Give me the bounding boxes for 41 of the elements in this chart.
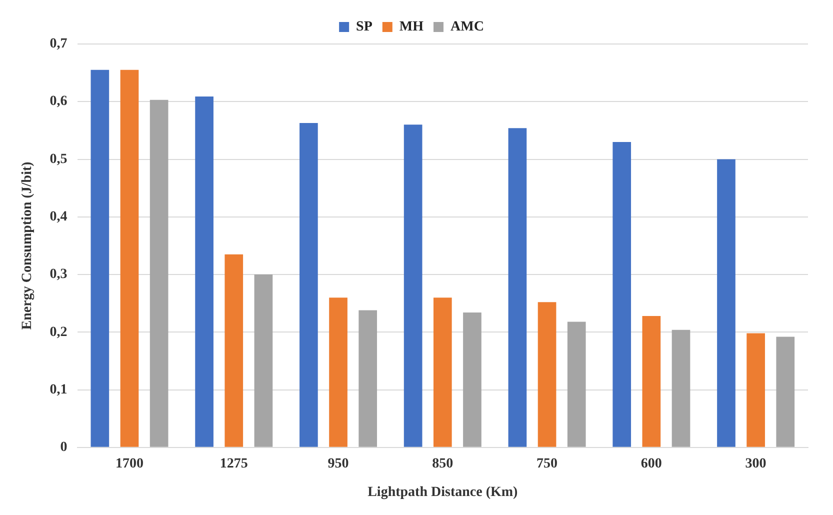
legend-label: SP (356, 20, 373, 35)
bar (300, 122, 318, 447)
bar (672, 330, 690, 447)
bar (224, 254, 244, 447)
y-tick-label: 0,4 (50, 209, 68, 224)
bar (642, 316, 661, 447)
y-tick-label: 0,3 (50, 267, 68, 282)
x-tick-label: 950 (328, 456, 349, 472)
x-tick-label: 1275 (220, 456, 248, 472)
bar (404, 124, 422, 447)
y-axis-title: Energy Consumption (J/bit) (20, 161, 36, 330)
x-tick-label: 600 (640, 456, 662, 472)
bar (90, 70, 110, 447)
x-axis-title: Lightpath Distance (Km) (368, 485, 518, 500)
bar (195, 96, 214, 447)
bar (329, 298, 348, 447)
y-tick-label: 0,1 (50, 382, 68, 398)
x-tick-label: 1700 (115, 456, 144, 472)
bar (776, 336, 795, 447)
bar (358, 310, 378, 447)
bar (150, 100, 168, 447)
legend-label: MH (399, 20, 424, 35)
bar (463, 312, 482, 447)
bar (612, 142, 632, 447)
bar (433, 298, 452, 447)
bar (567, 322, 586, 447)
y-tick-label: 0,5 (50, 152, 68, 167)
x-tick-label: 850 (432, 456, 454, 472)
x-tick-label: 300 (745, 456, 766, 472)
y-tick-label: 0,2 (50, 324, 68, 340)
y-tick-label: 0,6 (50, 94, 68, 110)
y-tick-label: 0,7 (50, 36, 68, 52)
bar (120, 70, 139, 447)
bar (508, 128, 527, 447)
bar (538, 302, 556, 447)
bar (717, 159, 736, 447)
bar (254, 274, 273, 447)
legend-label: AMC (450, 20, 484, 35)
y-tick-label: 0 (60, 440, 68, 456)
bar (746, 333, 765, 447)
x-tick-label: 750 (536, 456, 558, 472)
